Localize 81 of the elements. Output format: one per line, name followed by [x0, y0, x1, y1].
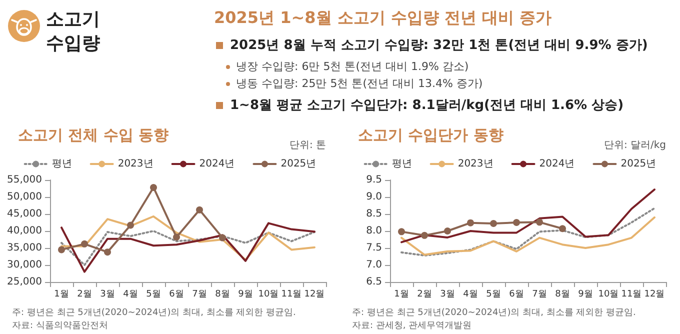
y-tick-label: 9.5: [366, 174, 382, 186]
point: [81, 240, 88, 248]
point: [196, 206, 203, 214]
chart-title: 소고기 전체 수입 동향: [18, 126, 169, 145]
text: 주: 평년은 최근 5개년(2020~2024년)의 최대, 최소를 제외한 평균임.: [12, 307, 296, 319]
x-tick-label: 3월: [100, 290, 115, 300]
line-series: [400, 207, 656, 256]
x-tick-label: 11월: [281, 290, 302, 300]
legend-label: 2024년: [539, 158, 575, 170]
text: 냉장 수입량: 6만 5천 톤(전년 대비 1.9% 감소): [236, 60, 469, 73]
x-tick-label: 4월: [463, 290, 478, 300]
text: 1~8월 평균 소고기 수입단가: 8.1달러/kg(전년 대비 1.6% 상승): [230, 98, 624, 113]
y-tick-label: 30,000: [7, 260, 42, 270]
x-tick-label: 9월: [238, 290, 253, 300]
x-tick-label: 6월: [169, 290, 184, 300]
x-tick-label: 1월: [394, 290, 409, 300]
y-tick-label: 9.0: [366, 192, 382, 202]
line-series: [60, 230, 316, 266]
x-tick-label: 7월: [192, 290, 207, 300]
y-tick-label: 55,000: [7, 174, 42, 186]
y-tick-label: 50,000: [7, 192, 42, 202]
text: 주: 평년은 최근 5개년(2020~2024년)의 최대, 최소를 제외한 평균임.: [352, 307, 636, 319]
point: [536, 218, 543, 226]
y-tick-label: 6.5: [366, 276, 382, 288]
point: [490, 220, 497, 228]
point: [421, 232, 428, 239]
point: [513, 219, 520, 226]
x-tick-label: 2월: [77, 290, 92, 300]
line-series: [60, 222, 316, 273]
text: 자료: 식품의약품안전처: [12, 320, 108, 332]
text: 2025년 1~8월 소고기 수입량 전년 대비 증가: [214, 8, 552, 29]
text: 2025년 8월 누적 소고기 수입량: 32만 1천 톤(전년 대비 9.9% 증가): [230, 38, 648, 53]
x-tick-label: 3월: [440, 290, 455, 300]
line-series: [400, 216, 656, 256]
legend-label: 평년: [52, 158, 72, 170]
x-tick-label: 6월: [509, 290, 524, 300]
point: [150, 184, 157, 191]
point: [444, 228, 451, 234]
x-tick-label: 12월: [644, 290, 665, 300]
text: 소고기 수입량: [46, 8, 101, 56]
point: [398, 228, 405, 236]
y-tick-label: 25,000: [7, 276, 42, 288]
y-tick-label: 35,000: [7, 242, 42, 254]
legend-label: 2025년: [280, 158, 316, 170]
point: [219, 234, 226, 242]
x-tick-label: 8월: [555, 290, 570, 300]
legend-label: 2023년: [458, 158, 494, 170]
legend-label: 2025년: [620, 158, 656, 170]
x-tick-label: 8월: [215, 290, 230, 300]
point: [127, 222, 134, 229]
x-tick-label: 2월: [417, 290, 432, 300]
legend-label: 평년: [392, 158, 412, 170]
point: [173, 234, 180, 241]
text: 냉동 수입량: 25만 5천 톤(전년 대비 13.4% 증가): [236, 77, 483, 90]
legend-label: 2024년: [199, 158, 235, 170]
point: [467, 219, 474, 226]
text: 자료: 관세청, 관세무역개발원: [352, 320, 472, 332]
point: [559, 225, 566, 232]
x-tick-label: 1월: [54, 290, 69, 300]
line-series: [400, 188, 656, 244]
y-tick-label: 45,000: [7, 208, 42, 220]
y-tick-label: 40,000: [7, 226, 42, 236]
x-tick-label: 11월: [621, 290, 642, 300]
point: [58, 246, 65, 254]
x-tick-label: 10월: [258, 290, 279, 300]
x-tick-label: 10월: [598, 290, 619, 300]
text: 단위: 톤: [289, 139, 326, 152]
x-tick-label: 7월: [532, 290, 547, 300]
x-tick-label: 5월: [486, 290, 501, 300]
x-tick-label: 5월: [146, 290, 161, 300]
y-tick-label: 7.5: [366, 242, 382, 254]
x-tick-label: 12월: [304, 290, 325, 300]
y-tick-label: 7.0: [366, 260, 382, 270]
legend-label: 2023년: [118, 158, 154, 170]
x-tick-label: 4월: [123, 290, 138, 300]
point: [104, 248, 111, 256]
y-tick-label: 8.5: [366, 208, 382, 220]
x-tick-label: 9월: [578, 290, 593, 300]
y-tick-label: 8.0: [366, 226, 382, 236]
chart-title: 소고기 수입단가 동향: [358, 126, 504, 145]
text: 단위: 달러/kg: [604, 139, 666, 152]
